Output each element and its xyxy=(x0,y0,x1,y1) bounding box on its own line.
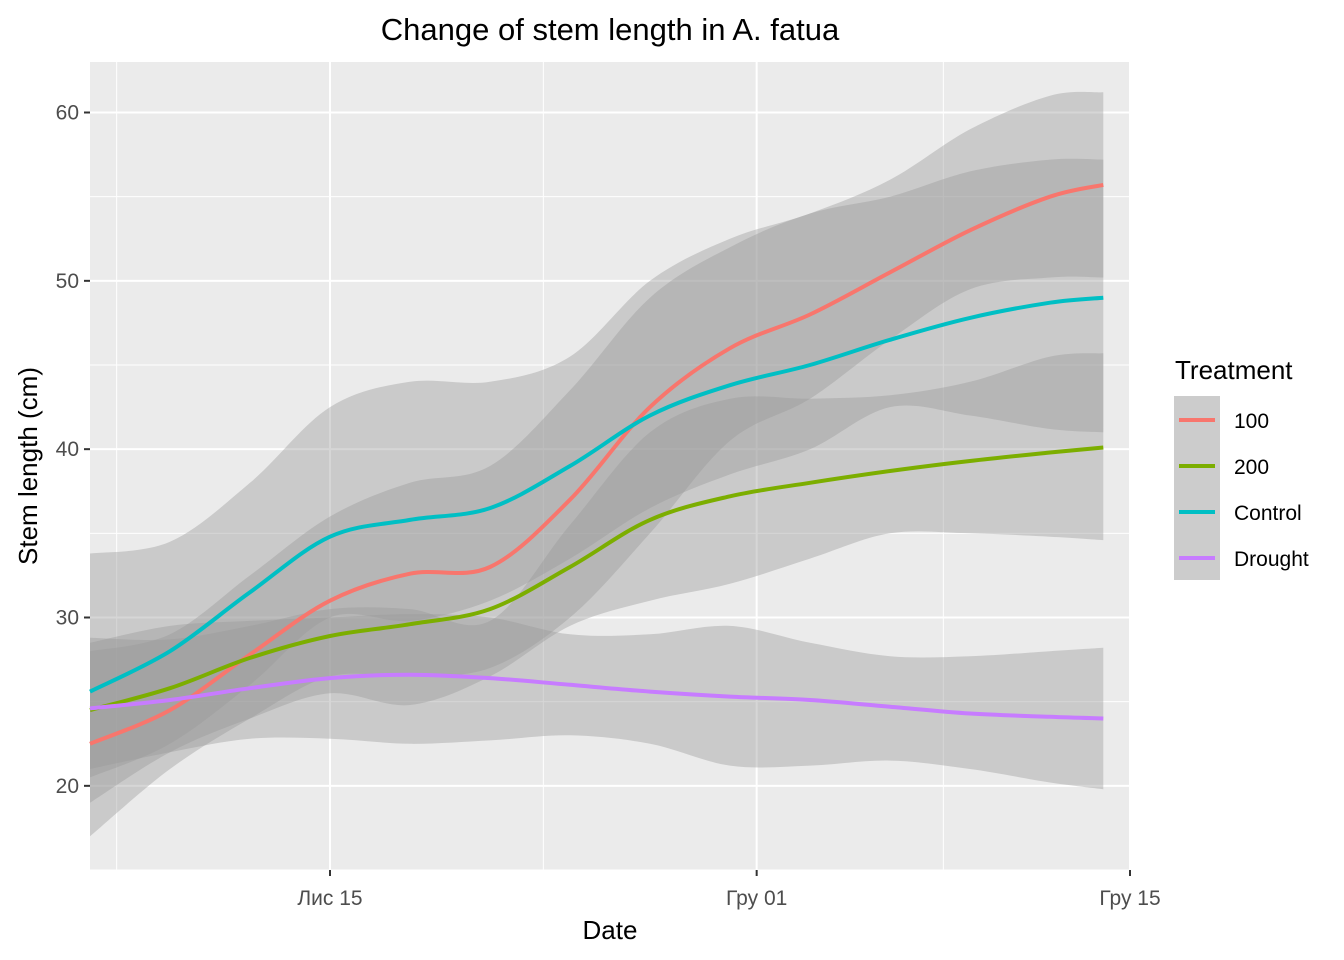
legend: Treatment 100 200 Control Drought xyxy=(1174,355,1309,580)
legend-label-200: 200 xyxy=(1234,456,1269,479)
confidence-bands xyxy=(90,91,1104,837)
line-100 xyxy=(89,182,1104,746)
band-100 xyxy=(90,158,1104,837)
y-tick-label: 50 xyxy=(56,270,79,293)
legend-label-drought: Drought xyxy=(1234,548,1309,571)
line-control xyxy=(89,295,1104,694)
major-gridlines xyxy=(90,62,1131,870)
band-control xyxy=(90,91,1104,778)
x-tick-label: Лис 15 xyxy=(297,887,362,910)
chart-title: Change of stem length in A. fatua xyxy=(381,12,840,47)
x-axis-title: Date xyxy=(583,915,638,945)
y-tick-label: 30 xyxy=(56,607,79,630)
series-lines xyxy=(89,182,1104,746)
y-axis: 20 30 40 50 60 xyxy=(56,102,90,798)
x-axis: Лис 15 Гру 01 Гру 15 xyxy=(297,870,1161,910)
band-drought xyxy=(90,614,1104,790)
legend-label-control: Control xyxy=(1234,502,1302,525)
band-200 xyxy=(90,353,1104,803)
y-axis-title: Stem length (cm) xyxy=(13,367,43,565)
y-tick-label: 60 xyxy=(56,102,79,125)
x-tick-label: Гру 15 xyxy=(1099,887,1160,910)
legend-key-background xyxy=(1174,396,1220,580)
legend-title: Treatment xyxy=(1175,355,1293,385)
y-tick-label: 20 xyxy=(56,775,79,798)
legend-label-100: 100 xyxy=(1234,410,1269,433)
y-tick-label: 40 xyxy=(56,438,79,461)
minor-gridlines xyxy=(90,62,1130,871)
x-tick-label: Гру 01 xyxy=(726,887,787,910)
line-drought xyxy=(89,672,1104,721)
line-200 xyxy=(89,445,1104,713)
